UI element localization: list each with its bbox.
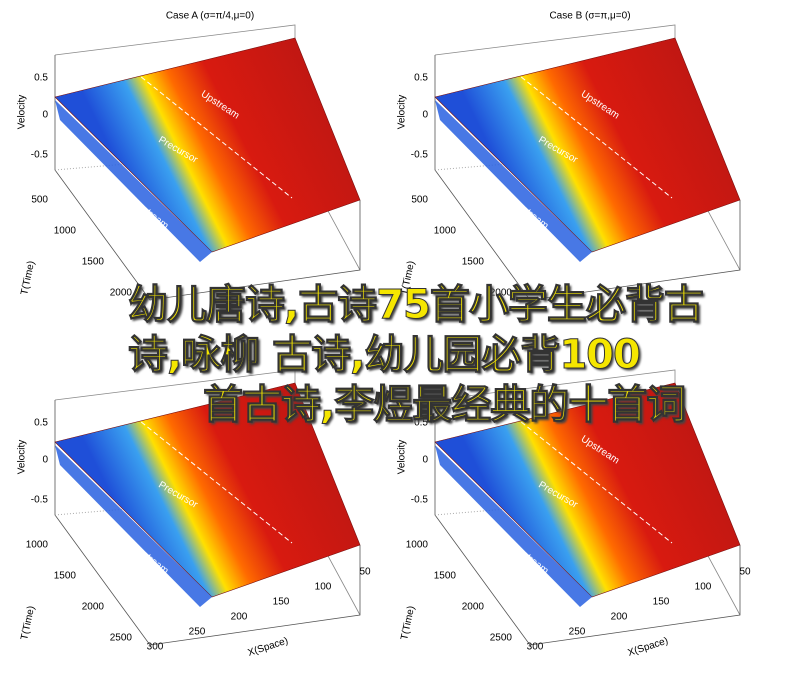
x-axis-label: X(Space): [247, 635, 290, 658]
x-tick-label: 50: [359, 567, 371, 578]
overlay-text: 诗,咏柳 古诗,幼儿园必背100: [128, 332, 642, 379]
front-dashed: [134, 416, 293, 544]
t-tick-label: 1000: [406, 540, 429, 551]
t-tick-label: 500: [31, 195, 48, 206]
surface: [434, 37, 741, 253]
surface-downstream: [55, 445, 212, 607]
t-tick-label: 500: [411, 195, 428, 206]
front-dashed: [134, 71, 293, 199]
y-axis-label: Velocity: [17, 95, 28, 129]
surface-downstream: [435, 445, 592, 607]
y-axis-label: Velocity: [17, 440, 28, 474]
y-tick-label: 0: [42, 110, 48, 121]
y-tick-label: 0.5: [414, 73, 428, 84]
overlay-text: 幼儿唐诗,古诗75首小学生必背古: [128, 282, 705, 329]
t-tick-label: 2500: [110, 633, 133, 644]
y-tick-label: -0.5: [411, 495, 429, 506]
panel-title: Case B (σ=π,μ=0): [549, 11, 630, 22]
t-axis-label: T(Time): [19, 260, 37, 296]
y-tick-label: 0.5: [34, 418, 48, 429]
surface-downstream: [55, 100, 212, 262]
x-tick-label: 300: [147, 642, 164, 653]
panel-title: Case A (σ=π/4,μ=0): [166, 11, 254, 22]
y-tick-label: 0: [422, 110, 428, 121]
surface: [54, 382, 361, 598]
x-tick-label: 50: [739, 567, 751, 578]
t-tick-label: 1500: [82, 257, 105, 268]
t-axis-label: T(Time): [399, 605, 417, 641]
y-axis-label: Velocity: [397, 95, 408, 129]
t-tick-label: 1500: [434, 571, 457, 582]
x-tick-label: 150: [653, 597, 670, 608]
x-tick-label: 250: [189, 627, 206, 638]
y-tick-label: -0.5: [31, 150, 49, 161]
x-tick-label: 150: [273, 597, 290, 608]
surface: [434, 382, 741, 598]
t-tick-label: 2000: [110, 288, 133, 299]
t-tick-label: 1000: [54, 226, 77, 237]
axis-box: [54, 400, 361, 646]
x-axis-label: X(Space): [627, 635, 670, 658]
axis-box: [54, 55, 361, 301]
surface: [54, 37, 361, 253]
y-tick-label: 0: [422, 455, 428, 466]
t-tick-label: 1500: [54, 571, 77, 582]
x-tick-label: 200: [231, 612, 248, 623]
x-tick-label: 300: [527, 642, 544, 653]
y-tick-label: 0.5: [414, 418, 428, 429]
t-tick-label: 2500: [490, 633, 513, 644]
axis-box: [434, 55, 741, 301]
t-tick-label: 1000: [434, 226, 457, 237]
t-tick-label: 2000: [490, 288, 513, 299]
t-tick-label: 2000: [462, 602, 485, 613]
x-tick-label: 100: [315, 582, 332, 593]
x-tick-label: 250: [569, 627, 586, 638]
y-tick-label: 0: [42, 455, 48, 466]
y-axis-label: Velocity: [397, 440, 408, 474]
axis-box: [434, 400, 741, 646]
y-tick-label: 0.5: [34, 73, 48, 84]
t-axis-label: T(Time): [19, 605, 37, 641]
x-tick-label: 100: [695, 582, 712, 593]
y-tick-label: -0.5: [411, 150, 429, 161]
x-tick-label: 200: [611, 612, 628, 623]
t-tick-label: 1000: [26, 540, 49, 551]
t-tick-label: 1500: [462, 257, 485, 268]
front-dashed: [514, 416, 673, 544]
y-tick-label: -0.5: [31, 495, 49, 506]
overlay-text: 首古诗,李煜最经典的十首词: [202, 382, 686, 429]
surface-downstream: [435, 100, 592, 262]
front-dashed: [514, 71, 673, 199]
t-tick-label: 2000: [82, 602, 105, 613]
